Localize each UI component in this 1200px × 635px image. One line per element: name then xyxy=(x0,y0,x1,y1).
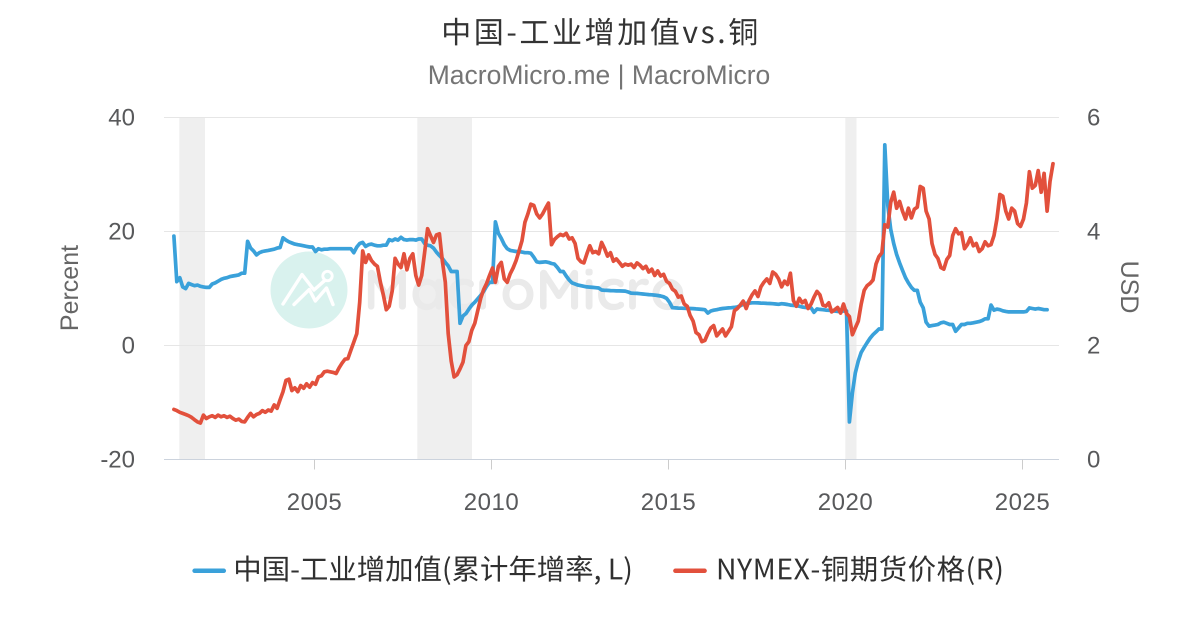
svg-text:-20: -20 xyxy=(100,447,135,474)
svg-text:0: 0 xyxy=(1087,447,1100,474)
svg-text:20: 20 xyxy=(108,219,135,246)
svg-text:Percent: Percent xyxy=(56,245,84,331)
svg-text:USD: USD xyxy=(1115,261,1143,314)
svg-text:2025: 2025 xyxy=(995,489,1050,516)
svg-text:2005: 2005 xyxy=(287,489,342,516)
svg-text:2020: 2020 xyxy=(818,489,873,516)
svg-text:2015: 2015 xyxy=(641,489,696,516)
svg-text:40: 40 xyxy=(108,105,135,132)
svg-text:0: 0 xyxy=(122,333,135,360)
svg-text:MacroMicro.me | MacroMicro: MacroMicro.me | MacroMicro xyxy=(428,60,771,90)
svg-text:6: 6 xyxy=(1087,105,1100,132)
svg-text:2: 2 xyxy=(1087,333,1100,360)
svg-text:2010: 2010 xyxy=(464,489,519,516)
svg-text:4: 4 xyxy=(1087,219,1100,246)
